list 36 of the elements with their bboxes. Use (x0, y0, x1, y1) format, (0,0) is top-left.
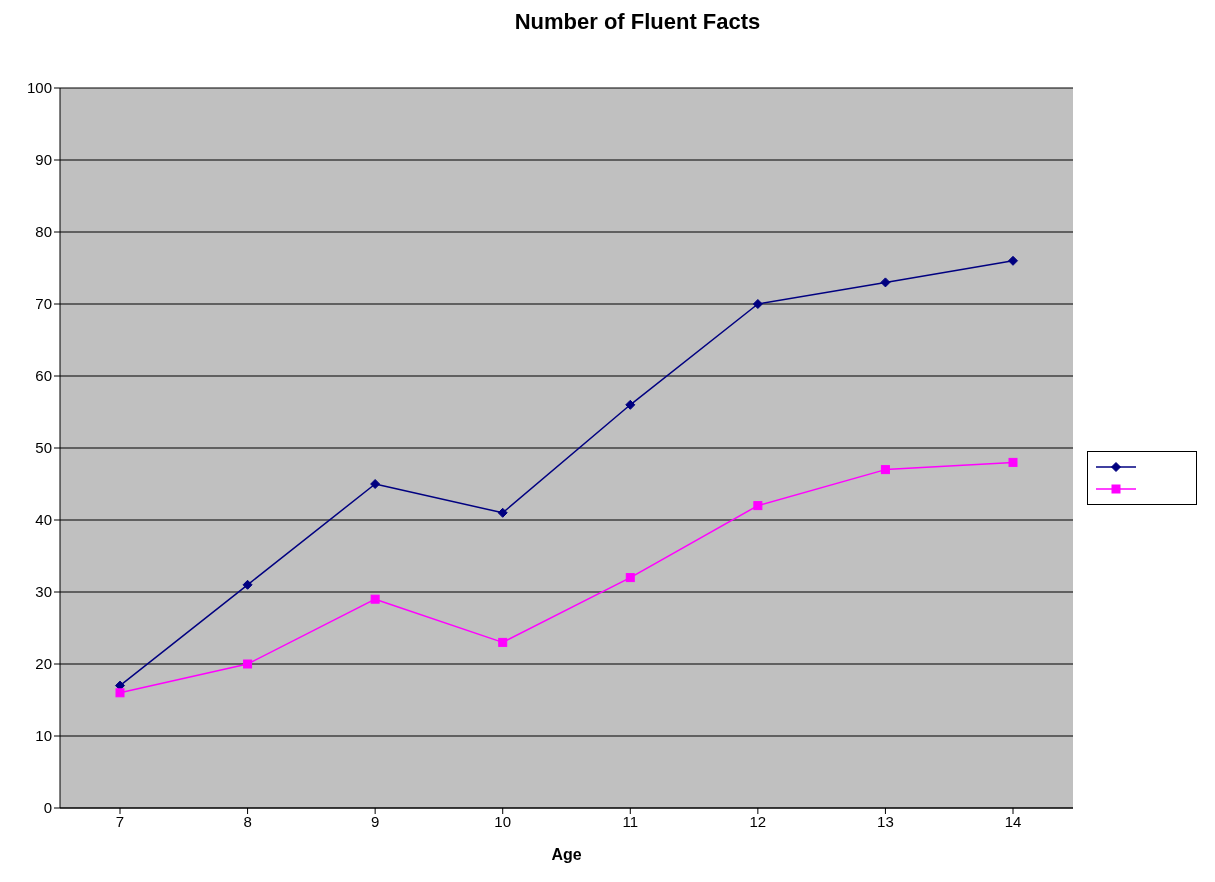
y-tick-label: 20 (35, 655, 52, 673)
y-tick-label: 40 (35, 511, 52, 529)
x-tick-label: 7 (115, 812, 125, 830)
point (752, 299, 763, 309)
y-tick-label: 80 (35, 223, 52, 241)
x-tick-label: 10 (494, 812, 512, 830)
point (242, 579, 253, 590)
x-tick-label: 13 (877, 812, 894, 830)
y-tick-label: 100 (26, 79, 52, 97)
point (753, 501, 763, 511)
chart-title: Number of Fluent Facts (513, 8, 762, 36)
point (370, 594, 380, 604)
point (243, 659, 253, 669)
y-tick-label: 70 (35, 295, 52, 313)
point (1008, 457, 1018, 467)
point (880, 277, 891, 288)
y-tick-label: 0 (43, 799, 52, 817)
x-axis-title: Age (551, 846, 582, 863)
point (498, 637, 508, 647)
point (625, 573, 635, 583)
point (1008, 255, 1018, 266)
x-tick-label: 11 (622, 812, 639, 830)
y-tick-label: 10 (35, 727, 52, 745)
point (497, 507, 508, 518)
x-tick-label: 14 (1004, 812, 1022, 830)
x-tick-label: 9 (370, 812, 380, 830)
y-tick-label: 60 (35, 367, 52, 385)
x-tick-label: 12 (749, 812, 767, 830)
point (370, 479, 381, 489)
y-tick-label: 90 (35, 151, 52, 169)
point (880, 465, 890, 475)
point (115, 688, 125, 698)
x-tick-label: 8 (243, 812, 252, 830)
y-tick-label: 50 (35, 439, 52, 457)
point (625, 399, 636, 410)
y-tick-label: 30 (35, 583, 52, 601)
